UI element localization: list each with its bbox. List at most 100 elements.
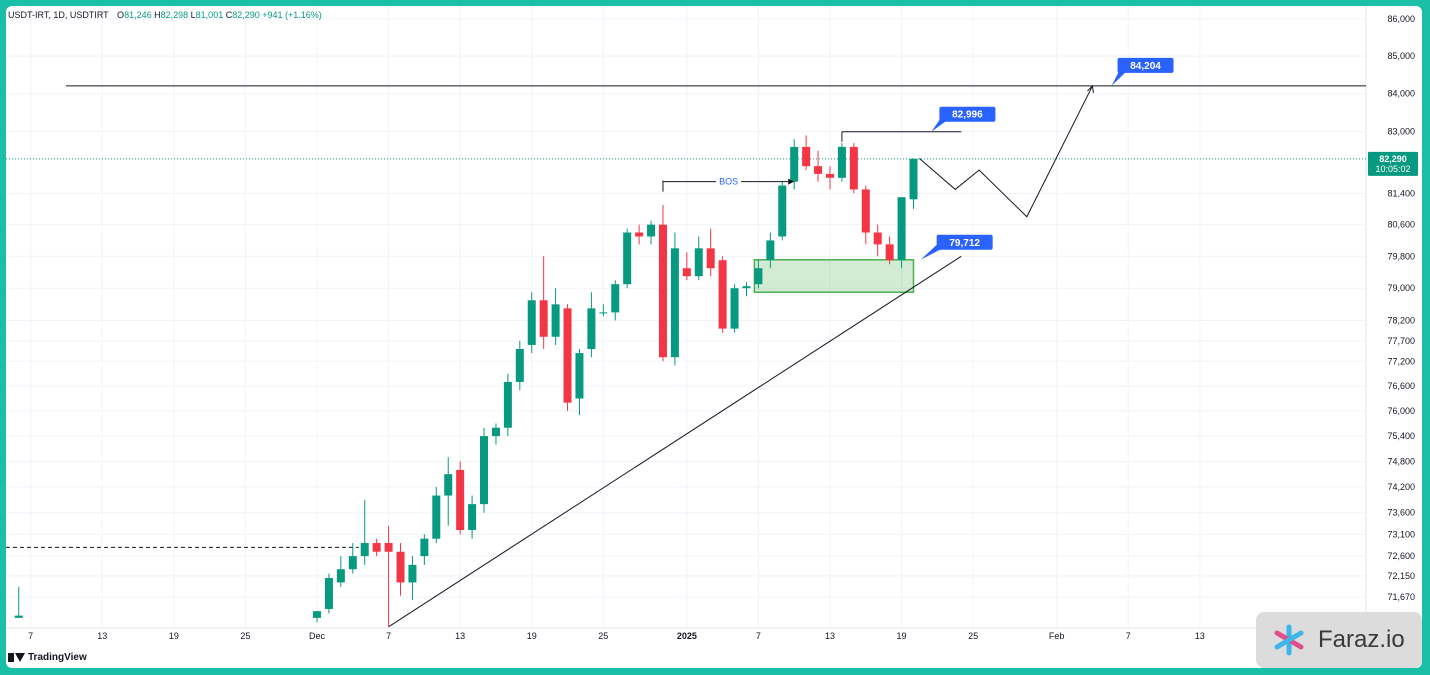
candle-body: [790, 146, 799, 182]
symbol-header: USDT-IRT, 1D, USDTIRT O81,246 H82,298 L8…: [8, 10, 322, 20]
candle-body: [324, 578, 333, 609]
candle-body: [480, 436, 489, 505]
candle-body: [682, 268, 691, 277]
y-tick-label: 81,400: [1387, 188, 1415, 198]
y-tick-label: 77,200: [1387, 356, 1415, 366]
current-price-countdown: 10:05:02: [1375, 164, 1410, 174]
current-price-value: 82,290: [1379, 154, 1407, 164]
faraz-logo-icon: [1274, 624, 1304, 656]
x-tick-label: 7: [1126, 631, 1131, 641]
brand-name: Faraz.io: [1318, 626, 1405, 653]
candle-body: [384, 543, 393, 552]
open-value: 81,246: [124, 10, 152, 20]
x-tick-label: 2025: [677, 631, 697, 641]
candle-body: [909, 158, 918, 200]
y-tick-label: 76,600: [1387, 381, 1415, 391]
tradingview-label: TradingView: [28, 652, 87, 663]
candle-body: [348, 556, 357, 570]
y-tick-label: 80,600: [1387, 220, 1415, 230]
high-value: 82,298: [160, 10, 189, 20]
y-tick-label: 77,700: [1387, 336, 1415, 346]
candle-body: [396, 551, 405, 583]
candle-body: [563, 308, 572, 403]
candle-body: [432, 495, 441, 539]
y-tick-label: 86,000: [1387, 14, 1415, 24]
candle-body: [658, 224, 667, 358]
candle-body: [766, 240, 775, 261]
label-84204-box: [1117, 57, 1174, 73]
candle-body: [575, 353, 584, 399]
x-tick-label: 25: [968, 631, 978, 641]
candle-body: [587, 308, 596, 350]
x-tick-label: 7: [386, 631, 391, 641]
x-tick-label: 19: [527, 631, 537, 641]
label-82996-text: 82,996: [952, 110, 983, 121]
trendline: [388, 255, 962, 628]
candle-body: [515, 349, 524, 382]
candle-body: [611, 284, 620, 313]
y-tick-label: 72,600: [1387, 551, 1415, 561]
x-tick-label: 13: [1195, 631, 1205, 641]
y-tick-label: 71,670: [1387, 592, 1415, 602]
close-value: 82,290: [232, 10, 260, 20]
x-tick-label: 13: [825, 631, 835, 641]
candle-body: [873, 232, 882, 245]
candle-body: [539, 300, 548, 337]
candle-body: [313, 611, 321, 618]
y-tick-label: 73,600: [1387, 508, 1415, 518]
candle-body: [635, 232, 644, 237]
tradingview-icon: [8, 653, 25, 662]
candle-body: [778, 185, 787, 237]
label-84204-text: 84,204: [1130, 61, 1161, 72]
candle-body: [885, 244, 894, 261]
tradingview-logo[interactable]: TradingView: [8, 652, 87, 663]
x-tick-label: 7: [756, 631, 761, 641]
candle-body: [527, 300, 536, 345]
candle-body: [503, 381, 512, 428]
close-label: C: [225, 10, 233, 20]
label-79712-box: [936, 234, 993, 250]
y-tick-label: 74,200: [1387, 482, 1415, 492]
y-tick-label: 83,000: [1387, 127, 1415, 137]
x-tick-label: 19: [169, 631, 179, 641]
candle-body: [456, 469, 465, 531]
y-tick-label: 76,000: [1387, 406, 1415, 416]
label-79712-text: 79,712: [949, 238, 980, 249]
candle-body: [694, 248, 703, 277]
candle-body: [360, 543, 369, 557]
candle-body: [468, 504, 477, 531]
y-tick-label: 79,000: [1387, 283, 1415, 293]
x-tick-label: 25: [598, 631, 608, 641]
low-value: 81,001: [195, 10, 224, 20]
candle-body: [14, 615, 23, 618]
candle-body: [491, 427, 500, 437]
y-tick-label: 79,800: [1387, 251, 1415, 261]
bos-arrow: [788, 178, 795, 185]
candle-body: [420, 538, 429, 557]
x-tick-label: 19: [897, 631, 907, 641]
y-tick-label: 74,800: [1387, 456, 1415, 466]
candle-body: [897, 197, 906, 261]
candle-body: [647, 224, 656, 237]
y-tick-label: 75,400: [1387, 431, 1415, 441]
candlestick-chart[interactable]: 7 13 19 25 Dec 7 13 19 25 2025 7 13 19 25 Feb 7 13 86,000…: [6, 6, 1422, 668]
candle-body: [730, 288, 739, 329]
candle-body: [670, 248, 679, 358]
chart-frame: 7 13 19 25 Dec 7 13 19 25 2025 7 13 19 25 Feb 7 13 86,000…: [6, 6, 1422, 668]
candle-body: [754, 268, 763, 285]
x-tick-label: 13: [97, 631, 107, 641]
candle-body: [849, 146, 858, 190]
candle-body: [802, 146, 811, 167]
open-label: O: [117, 10, 125, 20]
y-tick-label: 73,100: [1387, 529, 1415, 539]
symbol-name[interactable]: USDT-IRT, 1D, USDTIRT: [8, 10, 109, 20]
candle-body: [825, 173, 834, 178]
candle-body: [623, 232, 632, 285]
candle-body: [372, 543, 381, 552]
projection-arrowhead: [1087, 84, 1094, 93]
high-label: H: [154, 10, 161, 20]
candle-body: [814, 166, 823, 174]
low-label: L: [190, 10, 196, 20]
current-price-tag: [1368, 151, 1418, 176]
y-tick-label: 72,150: [1387, 571, 1415, 581]
